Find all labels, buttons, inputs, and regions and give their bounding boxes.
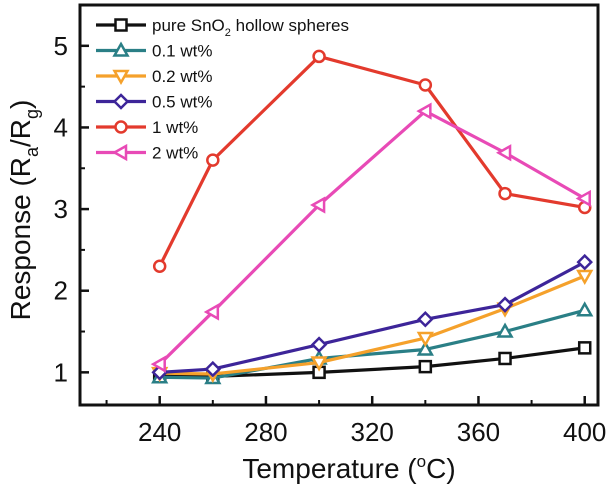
data-point <box>498 351 512 366</box>
y-tick-label: 5 <box>54 31 68 61</box>
tick-layer: 240 280 320 360 400 1 2 3 4 5 <box>54 31 607 447</box>
y-tick-label: 4 <box>54 112 68 142</box>
y-axis-title-sub-a: a <box>22 146 42 157</box>
legend: pure SnO2 hollow spheres 0.1 wt% 0.2 wt% 0.… <box>96 16 349 163</box>
data-point <box>418 359 433 374</box>
x-axis-title-degree: o <box>417 452 426 471</box>
legend-entry: pure SnO2 hollow spheres <box>96 16 349 39</box>
data-point <box>310 356 328 372</box>
series-4 <box>152 49 592 273</box>
x-tick-label: 320 <box>351 417 394 447</box>
data-point <box>312 49 326 64</box>
data-point <box>416 331 434 348</box>
legend-label: 0.1 wt% <box>152 42 212 61</box>
legend-entry: 0.5 wt% <box>96 93 212 112</box>
data-point <box>498 186 512 201</box>
legend-marker <box>111 143 128 162</box>
plot-layer <box>150 49 594 385</box>
data-point <box>418 78 433 92</box>
plot-frame <box>78 3 600 407</box>
series-line <box>158 109 586 366</box>
x-axis-title-main: Temperature ( <box>242 453 417 484</box>
y-axis-title-end: ) <box>5 100 36 109</box>
x-tick-label: 360 <box>457 417 500 447</box>
data-point <box>496 322 514 338</box>
legend-entry: 0.1 wt% <box>96 41 212 61</box>
series-line <box>159 308 586 380</box>
series-5 <box>150 102 591 373</box>
y-axis-title-mid: /R <box>5 119 36 147</box>
data-point <box>416 340 434 356</box>
legend-entry: 1 wt% <box>96 118 198 137</box>
data-point <box>576 253 593 271</box>
y-tick-label: 3 <box>54 194 68 224</box>
legend-entry: 0.2 wt% <box>96 67 212 86</box>
legend-entry: 2 wt% <box>96 144 198 163</box>
legend-marker <box>112 93 130 110</box>
data-point <box>577 341 592 355</box>
legend-label: 0.2 wt% <box>152 67 212 86</box>
x-tick-label: 400 <box>563 417 606 447</box>
y-tick-label: 1 <box>54 357 68 387</box>
data-point <box>496 296 514 313</box>
legend-marker <box>114 120 128 134</box>
y-tick-label: 2 <box>54 276 68 306</box>
data-point <box>310 336 328 353</box>
legend-label: 0.5 wt% <box>152 93 212 112</box>
data-point <box>576 301 594 317</box>
series-line <box>159 260 586 374</box>
data-point <box>203 303 220 321</box>
data-point <box>576 269 594 286</box>
x-axis-title-unit: C) <box>426 453 456 484</box>
data-point <box>310 196 326 214</box>
data-point <box>416 102 432 120</box>
series-line <box>158 54 585 267</box>
y-axis-title-sub-g: g <box>22 109 42 119</box>
x-tick-label: 240 <box>138 417 181 447</box>
legend-label: 2 wt% <box>152 144 198 163</box>
legend-marker <box>112 69 130 86</box>
legend-label: pure SnO2 hollow spheres <box>152 16 349 39</box>
data-point <box>152 259 167 273</box>
legend-marker <box>112 41 130 57</box>
data-point <box>417 311 434 328</box>
series-line <box>159 274 586 376</box>
data-point <box>204 360 222 378</box>
x-tick-label: 280 <box>244 417 287 447</box>
y-axis-title-main: Response (R <box>5 157 36 320</box>
data-point <box>495 144 512 162</box>
data-point <box>575 189 591 208</box>
legend-marker <box>114 18 128 32</box>
x-axis-title: Temperature (oC) <box>242 452 455 484</box>
data-point <box>150 355 166 373</box>
y-axis-title: Response (Ra/Rg) <box>5 100 42 321</box>
legend-label: 1 wt% <box>152 118 198 137</box>
data-point <box>206 153 220 167</box>
series-line <box>159 346 585 379</box>
